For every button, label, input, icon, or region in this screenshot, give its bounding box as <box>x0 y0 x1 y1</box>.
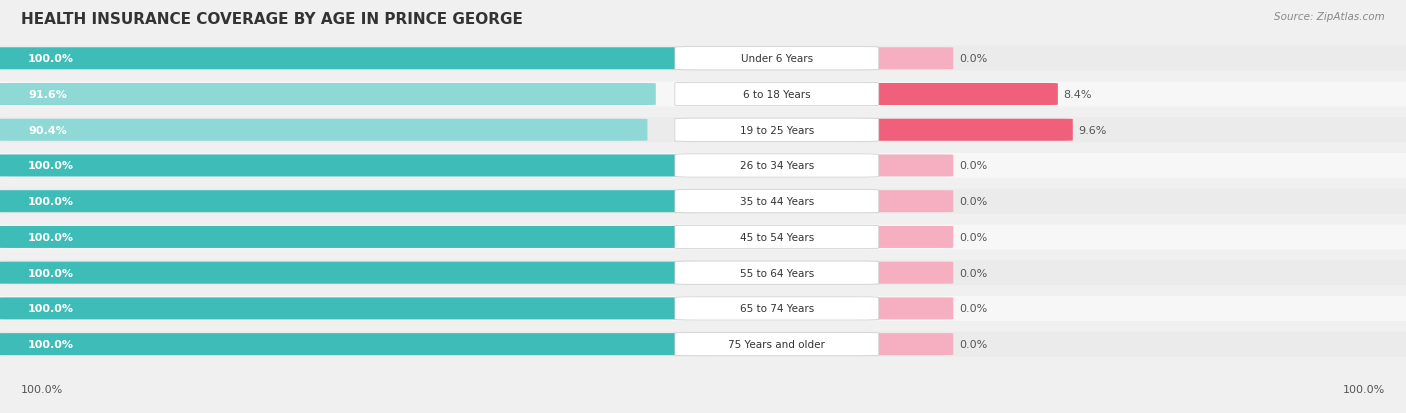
Text: 0.0%: 0.0% <box>959 197 987 206</box>
FancyBboxPatch shape <box>0 261 1406 285</box>
FancyBboxPatch shape <box>0 298 714 320</box>
FancyBboxPatch shape <box>0 332 1406 357</box>
FancyBboxPatch shape <box>853 298 953 320</box>
FancyBboxPatch shape <box>675 190 879 213</box>
FancyBboxPatch shape <box>675 83 879 107</box>
FancyBboxPatch shape <box>675 261 879 285</box>
Text: 100.0%: 100.0% <box>28 197 75 206</box>
Text: 100.0%: 100.0% <box>1343 384 1385 394</box>
FancyBboxPatch shape <box>0 48 714 70</box>
Text: Under 6 Years: Under 6 Years <box>741 54 813 64</box>
FancyBboxPatch shape <box>675 333 879 356</box>
FancyBboxPatch shape <box>0 191 714 213</box>
Text: 26 to 34 Years: 26 to 34 Years <box>740 161 814 171</box>
FancyBboxPatch shape <box>0 154 1406 178</box>
FancyBboxPatch shape <box>0 189 1406 214</box>
FancyBboxPatch shape <box>853 84 1057 106</box>
Text: 100.0%: 100.0% <box>21 384 63 394</box>
FancyBboxPatch shape <box>853 119 1073 141</box>
FancyBboxPatch shape <box>675 154 879 178</box>
Text: 9.6%: 9.6% <box>1078 126 1107 135</box>
FancyBboxPatch shape <box>675 47 879 71</box>
FancyBboxPatch shape <box>853 48 953 70</box>
Text: 91.6%: 91.6% <box>28 90 67 100</box>
FancyBboxPatch shape <box>0 82 1406 107</box>
FancyBboxPatch shape <box>675 297 879 320</box>
Text: 6 to 18 Years: 6 to 18 Years <box>742 90 811 100</box>
FancyBboxPatch shape <box>853 226 953 248</box>
FancyBboxPatch shape <box>0 333 714 355</box>
FancyBboxPatch shape <box>0 226 714 248</box>
Text: 100.0%: 100.0% <box>28 161 75 171</box>
FancyBboxPatch shape <box>675 119 879 142</box>
Text: HEALTH INSURANCE COVERAGE BY AGE IN PRINCE GEORGE: HEALTH INSURANCE COVERAGE BY AGE IN PRIN… <box>21 12 523 27</box>
FancyBboxPatch shape <box>0 47 1406 71</box>
FancyBboxPatch shape <box>853 262 953 284</box>
FancyBboxPatch shape <box>0 119 647 141</box>
FancyBboxPatch shape <box>675 226 879 249</box>
Text: 0.0%: 0.0% <box>959 304 987 313</box>
FancyBboxPatch shape <box>0 296 1406 321</box>
FancyBboxPatch shape <box>0 84 655 106</box>
FancyBboxPatch shape <box>853 333 953 355</box>
FancyBboxPatch shape <box>853 191 953 213</box>
FancyBboxPatch shape <box>853 155 953 177</box>
Text: 0.0%: 0.0% <box>959 161 987 171</box>
Text: 100.0%: 100.0% <box>28 339 75 349</box>
Text: 100.0%: 100.0% <box>28 54 75 64</box>
Text: 90.4%: 90.4% <box>28 126 67 135</box>
FancyBboxPatch shape <box>0 118 1406 143</box>
Text: 0.0%: 0.0% <box>959 233 987 242</box>
Text: 35 to 44 Years: 35 to 44 Years <box>740 197 814 206</box>
FancyBboxPatch shape <box>0 262 714 284</box>
Text: 55 to 64 Years: 55 to 64 Years <box>740 268 814 278</box>
Text: 65 to 74 Years: 65 to 74 Years <box>740 304 814 313</box>
Text: 8.4%: 8.4% <box>1063 90 1092 100</box>
FancyBboxPatch shape <box>0 225 1406 250</box>
Text: 45 to 54 Years: 45 to 54 Years <box>740 233 814 242</box>
Text: 100.0%: 100.0% <box>28 268 75 278</box>
Legend: With Coverage, Without Coverage: With Coverage, Without Coverage <box>561 412 845 413</box>
FancyBboxPatch shape <box>0 155 714 177</box>
Text: 100.0%: 100.0% <box>28 304 75 313</box>
Text: 75 Years and older: 75 Years and older <box>728 339 825 349</box>
Text: 100.0%: 100.0% <box>28 233 75 242</box>
Text: 0.0%: 0.0% <box>959 339 987 349</box>
Text: 0.0%: 0.0% <box>959 54 987 64</box>
Text: Source: ZipAtlas.com: Source: ZipAtlas.com <box>1274 12 1385 22</box>
Text: 19 to 25 Years: 19 to 25 Years <box>740 126 814 135</box>
Text: 0.0%: 0.0% <box>959 268 987 278</box>
